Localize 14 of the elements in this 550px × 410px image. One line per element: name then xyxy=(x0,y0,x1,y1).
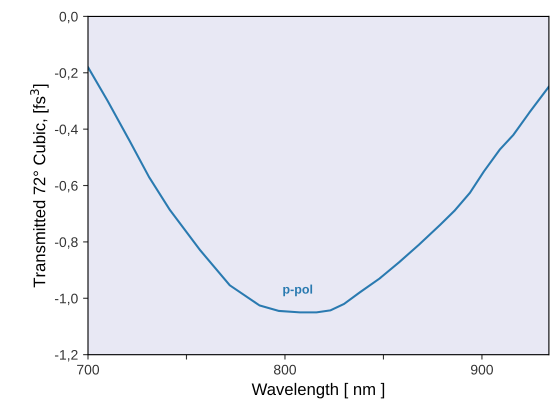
y-tick-label: -0,4 xyxy=(54,124,78,136)
line-series xyxy=(88,66,549,314)
x-tick-label: 800 xyxy=(274,364,296,375)
y-tick-label: -0,2 xyxy=(54,68,78,80)
x-tick-label: 900 xyxy=(470,364,493,375)
y-tick-label: -0,8 xyxy=(54,237,78,249)
y-tick-label: 0,0 xyxy=(60,12,78,24)
x-axis-title: Wavelength [ nm ] xyxy=(252,382,384,398)
y-tick-label: -1,2 xyxy=(54,350,78,362)
annotation: p-pol xyxy=(283,284,312,296)
y-axis-title: Transmitted 72° Cubic, [fs$^{3}$] xyxy=(30,84,49,288)
y-tick-label: -0,6 xyxy=(54,180,78,192)
y-tick-label: -1,0 xyxy=(54,294,78,306)
x-tick-label: 700 xyxy=(77,364,100,375)
